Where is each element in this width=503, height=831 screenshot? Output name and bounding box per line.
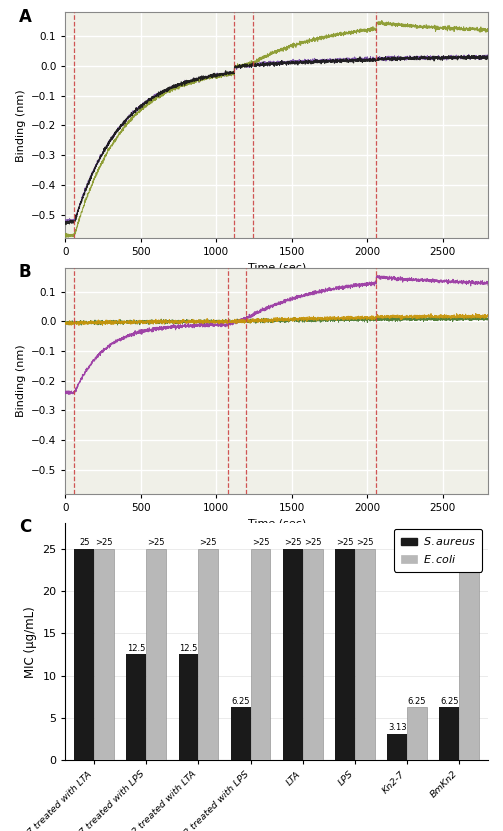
Legend: Sensors D3, Sensors E3, Sensors F3: Sensors D3, Sensors E3, Sensors F3 (126, 291, 428, 301)
Text: >25: >25 (95, 538, 113, 547)
Text: >25: >25 (460, 538, 478, 547)
Text: B: B (19, 263, 32, 281)
Bar (387, 734, 407, 760)
Text: >25: >25 (284, 538, 302, 547)
Legend: $\it{S.aureus}$, $\it{E.coli}$: $\it{S.aureus}$, $\it{E.coli}$ (394, 529, 482, 572)
Text: >25: >25 (304, 538, 321, 547)
Y-axis label: Binding (nm): Binding (nm) (16, 345, 26, 417)
Text: 12.5: 12.5 (179, 644, 198, 653)
Bar (250, 548, 271, 760)
Bar (146, 548, 166, 760)
Bar (179, 655, 198, 760)
Text: >25: >25 (336, 538, 354, 547)
Bar (231, 707, 250, 760)
X-axis label: Time (sec): Time (sec) (247, 519, 306, 529)
Text: >25: >25 (252, 538, 269, 547)
Bar (459, 548, 479, 760)
Text: A: A (19, 8, 32, 26)
Y-axis label: MIC (µg/mL): MIC (µg/mL) (24, 606, 37, 677)
Text: 3.13: 3.13 (388, 723, 406, 732)
Text: >25: >25 (356, 538, 374, 547)
Text: 12.5: 12.5 (127, 644, 145, 653)
Text: >25: >25 (200, 538, 217, 547)
Bar (355, 548, 375, 760)
Text: 6.25: 6.25 (408, 696, 426, 706)
Bar (283, 548, 303, 760)
Legend: Sensors A3, Sensors B3, Sensors C3: Sensors A3, Sensors B3, Sensors C3 (125, 546, 428, 556)
Text: C: C (19, 519, 31, 536)
Bar (74, 548, 94, 760)
Bar (198, 548, 218, 760)
Bar (335, 548, 355, 760)
Text: 25: 25 (79, 538, 90, 547)
Text: 6.25: 6.25 (231, 696, 250, 706)
Bar (440, 707, 459, 760)
X-axis label: Time (sec): Time (sec) (247, 263, 306, 273)
Y-axis label: Binding (nm): Binding (nm) (16, 89, 26, 162)
Bar (126, 655, 146, 760)
Text: 6.25: 6.25 (440, 696, 459, 706)
Text: >25: >25 (147, 538, 165, 547)
Bar (303, 548, 322, 760)
Bar (94, 548, 114, 760)
Bar (407, 707, 427, 760)
